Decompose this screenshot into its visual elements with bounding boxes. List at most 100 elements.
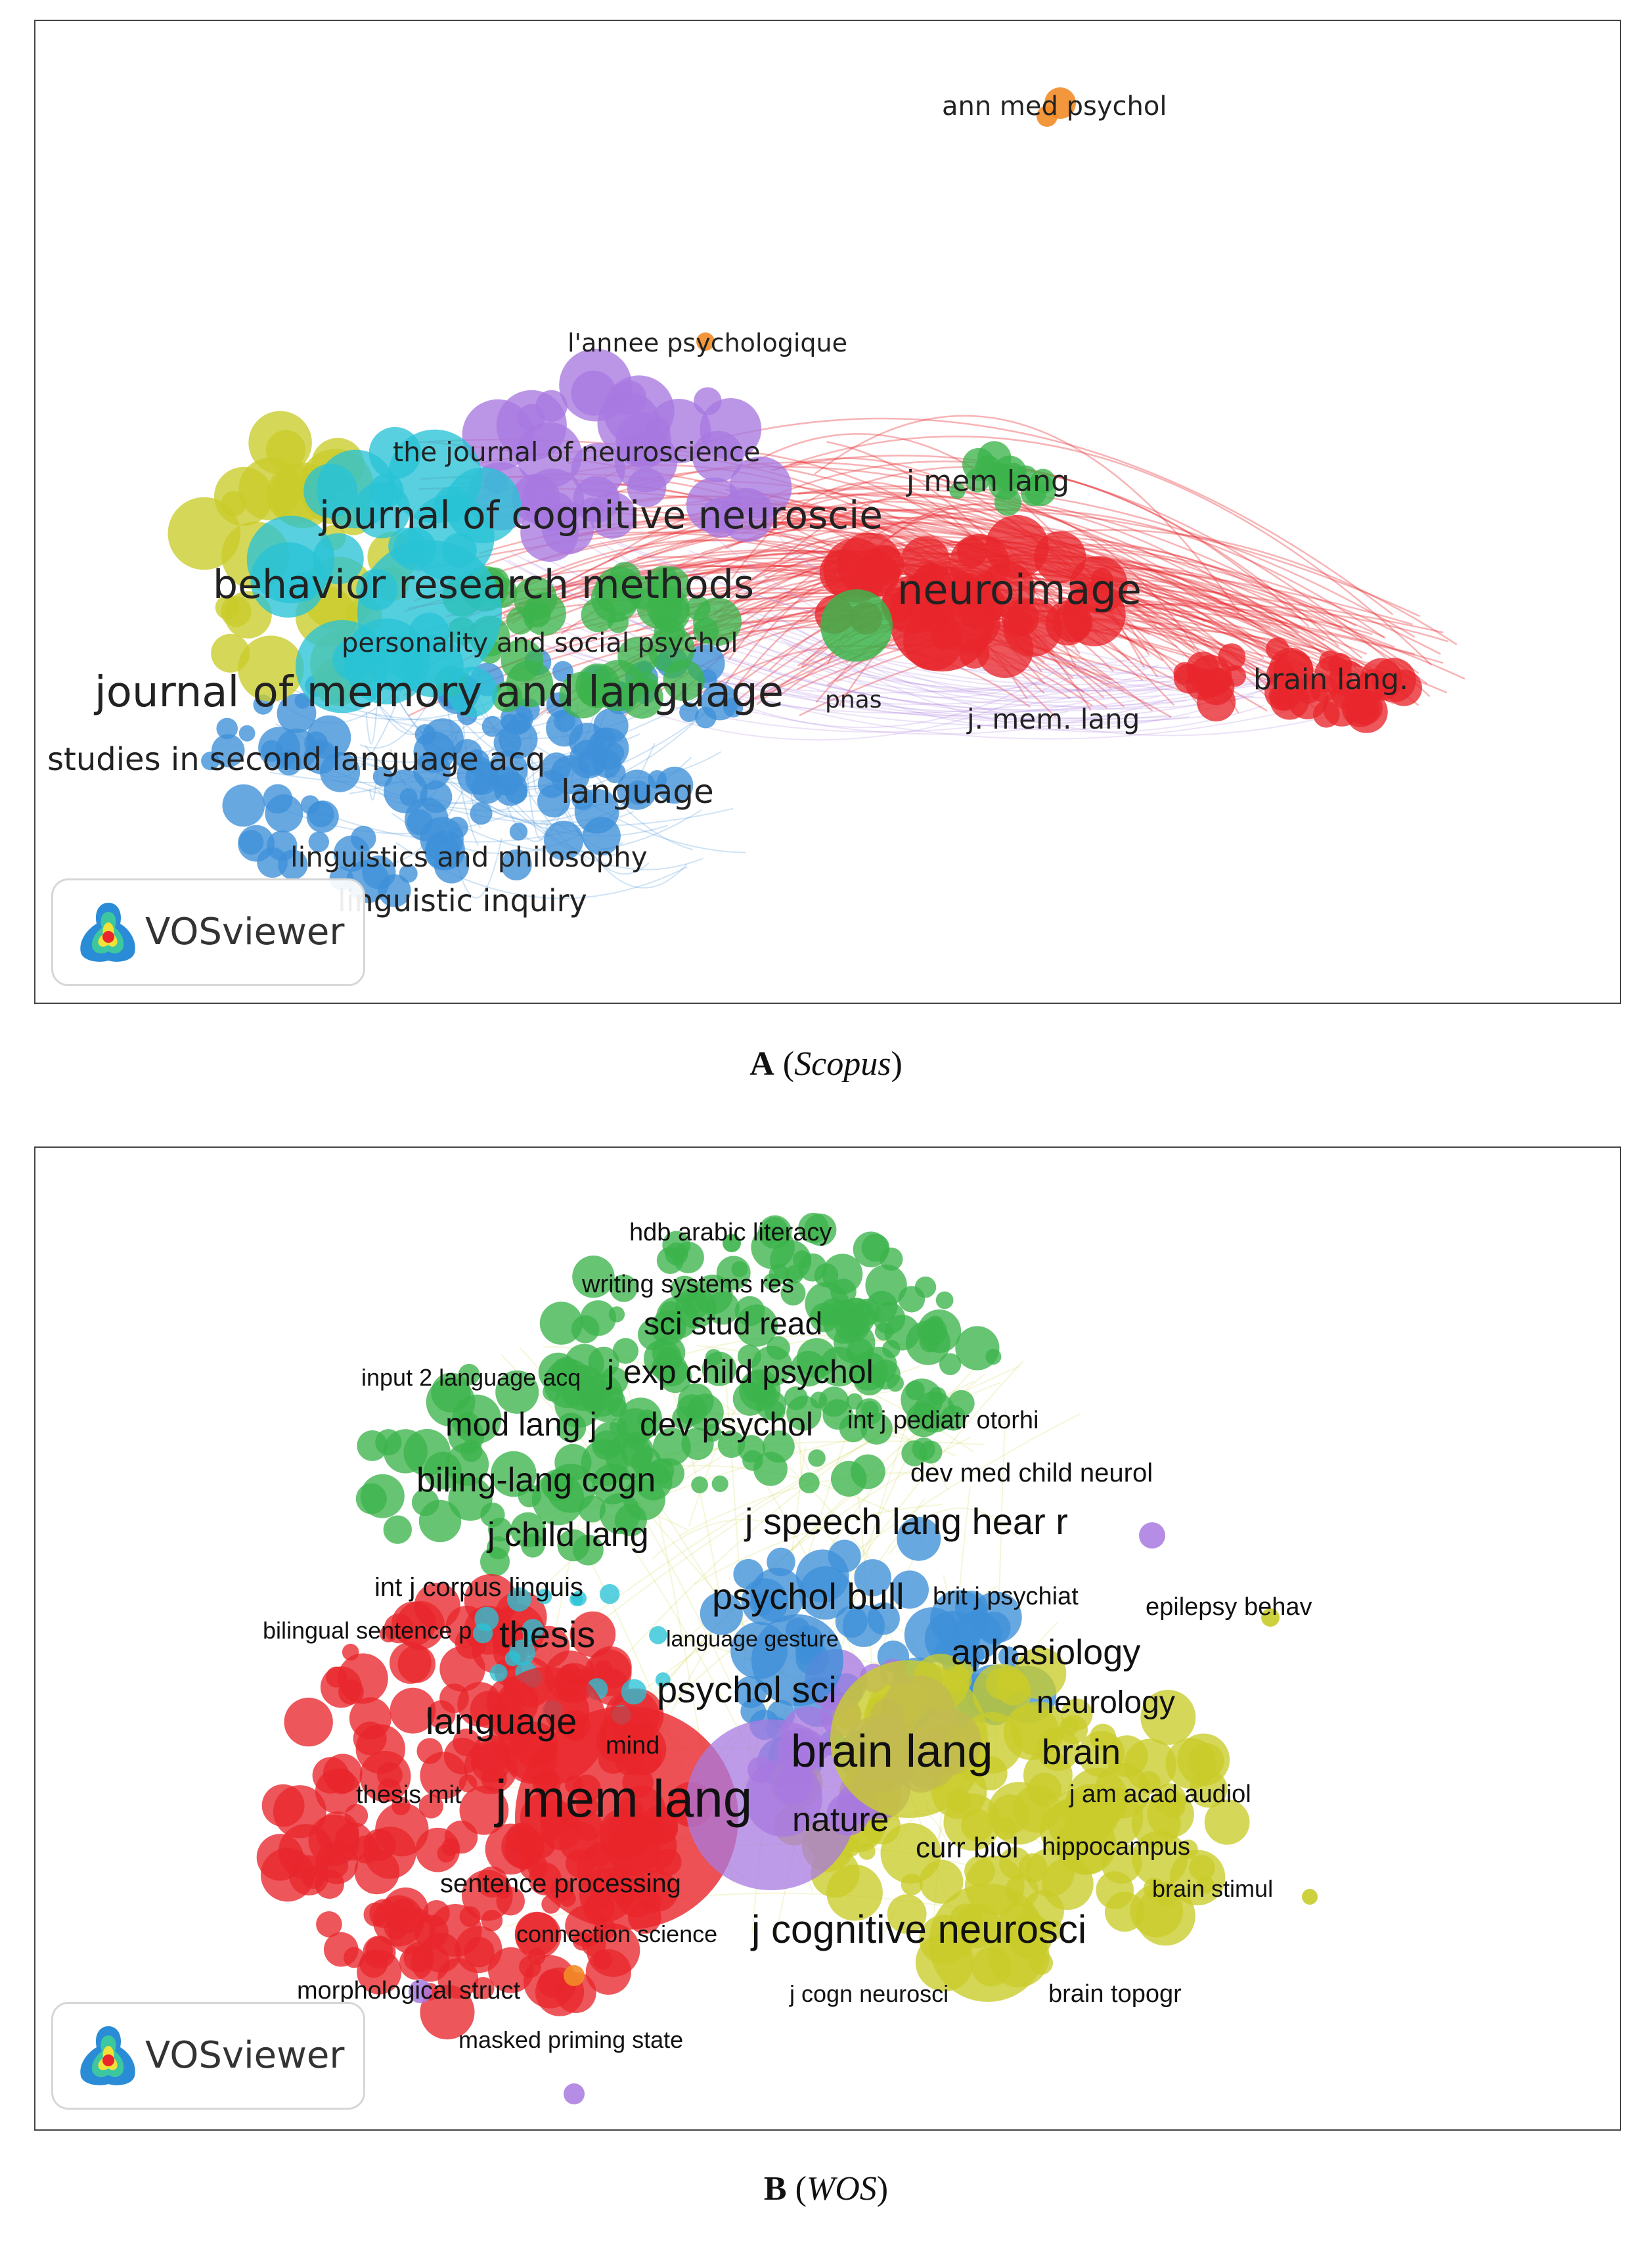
network-node[interactable] — [929, 1884, 1047, 2002]
node-label[interactable]: morphological struct — [297, 1977, 520, 2005]
network-node[interactable] — [700, 1592, 743, 1635]
network-node[interactable] — [536, 1589, 552, 1604]
network-node[interactable] — [784, 1386, 808, 1411]
network-node[interactable] — [391, 1796, 411, 1815]
node-label[interactable]: mod lang j — [445, 1406, 597, 1443]
network-node[interactable] — [711, 1475, 728, 1492]
network-node[interactable] — [390, 1687, 436, 1734]
network-node[interactable] — [1003, 598, 1062, 657]
network-node[interactable] — [418, 1794, 443, 1819]
network-node[interactable] — [420, 781, 453, 813]
node-label[interactable]: thesis — [499, 1614, 595, 1655]
network-node[interactable] — [1385, 669, 1422, 706]
network-node[interactable] — [621, 1679, 647, 1705]
network-node[interactable] — [250, 542, 326, 618]
network-node[interactable] — [489, 1667, 607, 1785]
network-node[interactable] — [854, 1559, 891, 1597]
network-node[interactable] — [470, 802, 493, 825]
network-node[interactable] — [539, 1302, 583, 1345]
network-node[interactable] — [809, 1302, 839, 1332]
network-node[interactable] — [836, 1298, 875, 1336]
network-node[interactable] — [994, 488, 1022, 516]
network-node[interactable] — [822, 1254, 863, 1294]
network-node[interactable] — [1105, 1735, 1148, 1778]
network-node[interactable] — [1037, 106, 1058, 127]
network-node[interactable] — [459, 1786, 509, 1835]
network-node[interactable] — [506, 1587, 531, 1612]
network-node[interactable] — [798, 1253, 827, 1282]
network-node[interactable] — [238, 635, 304, 702]
network-node[interactable] — [798, 1472, 820, 1493]
network-node[interactable] — [819, 1346, 859, 1387]
network-node[interactable] — [655, 1672, 671, 1688]
network-node[interactable] — [1270, 680, 1310, 720]
network-node[interactable] — [1331, 680, 1362, 710]
network-node[interactable] — [700, 398, 762, 460]
network-node[interactable] — [316, 1911, 342, 1938]
network-node[interactable] — [256, 1834, 303, 1881]
network-node[interactable] — [964, 1855, 995, 1887]
network-node[interactable] — [420, 1985, 475, 2040]
network-node[interactable] — [663, 659, 705, 702]
network-node[interactable] — [261, 1784, 305, 1827]
network-node[interactable] — [610, 1274, 638, 1302]
network-node[interactable] — [320, 752, 361, 792]
node-label[interactable]: brit j psychiat — [933, 1583, 1079, 1610]
node-label[interactable]: j. mem. lang — [966, 703, 1140, 735]
network-node[interactable] — [1261, 1608, 1280, 1627]
node-label[interactable]: the journal of neuroscience — [393, 436, 761, 468]
network-node[interactable] — [1140, 1689, 1196, 1745]
network-node[interactable] — [277, 693, 317, 733]
network-node[interactable] — [864, 545, 904, 585]
network-node[interactable] — [858, 1843, 876, 1860]
network-node[interactable] — [600, 1367, 629, 1395]
network-node[interactable] — [465, 761, 499, 796]
node-label[interactable]: sci stud read — [644, 1307, 822, 1342]
network-node[interactable] — [927, 1315, 944, 1332]
network-node[interactable] — [278, 850, 308, 880]
node-label[interactable]: pnas — [825, 687, 882, 714]
network-node[interactable] — [462, 399, 534, 471]
network-node[interactable] — [619, 1397, 662, 1441]
network-node[interactable] — [1001, 463, 1025, 486]
network-node[interactable] — [573, 1534, 604, 1566]
network-node[interactable] — [1062, 583, 1126, 646]
node-label[interactable]: j mem lang — [906, 465, 1069, 498]
network-node[interactable] — [481, 715, 503, 737]
network-node[interactable] — [636, 671, 658, 692]
node-label[interactable]: masked priming state — [458, 2026, 683, 2053]
network-node[interactable] — [762, 1217, 788, 1242]
network-node[interactable] — [524, 1955, 577, 2008]
network-node[interactable] — [403, 1942, 434, 1973]
node-label[interactable]: biling-lang cogn — [416, 1461, 656, 1499]
network-node[interactable] — [300, 795, 320, 815]
node-label[interactable]: brain lang — [791, 1725, 993, 1777]
network-node[interactable] — [906, 1402, 941, 1438]
network-node[interactable] — [702, 1351, 737, 1386]
node-label[interactable]: psychol sci — [657, 1669, 837, 1710]
network-node[interactable] — [409, 1980, 432, 2003]
network-node[interactable] — [516, 422, 583, 488]
node-label[interactable]: dev med child neurol — [910, 1459, 1153, 1487]
network-node[interactable] — [600, 1584, 620, 1604]
node-label[interactable]: ann med psychol — [942, 91, 1167, 122]
node-label[interactable]: j speech lang hear r — [744, 1501, 1068, 1542]
network-node[interactable] — [842, 1604, 885, 1647]
node-label[interactable]: journal of cognitive neuroscie — [318, 493, 883, 537]
network-node[interactable] — [351, 825, 376, 851]
network-node[interactable] — [342, 1643, 359, 1661]
network-node[interactable] — [434, 486, 470, 523]
node-label[interactable]: input 2 language acq — [361, 1364, 581, 1391]
network-node[interactable] — [431, 1372, 471, 1413]
network-node[interactable] — [953, 1661, 973, 1681]
network-node[interactable] — [320, 1666, 362, 1708]
network-node[interactable] — [597, 392, 661, 455]
network-node[interactable] — [795, 1549, 849, 1603]
network-node[interactable] — [656, 766, 694, 804]
network-node[interactable] — [464, 1937, 495, 1968]
network-node[interactable] — [411, 1489, 439, 1516]
network-node[interactable] — [390, 1642, 432, 1684]
network-node[interactable] — [399, 788, 418, 806]
network-node[interactable] — [819, 549, 867, 597]
network-node[interactable] — [949, 483, 966, 499]
